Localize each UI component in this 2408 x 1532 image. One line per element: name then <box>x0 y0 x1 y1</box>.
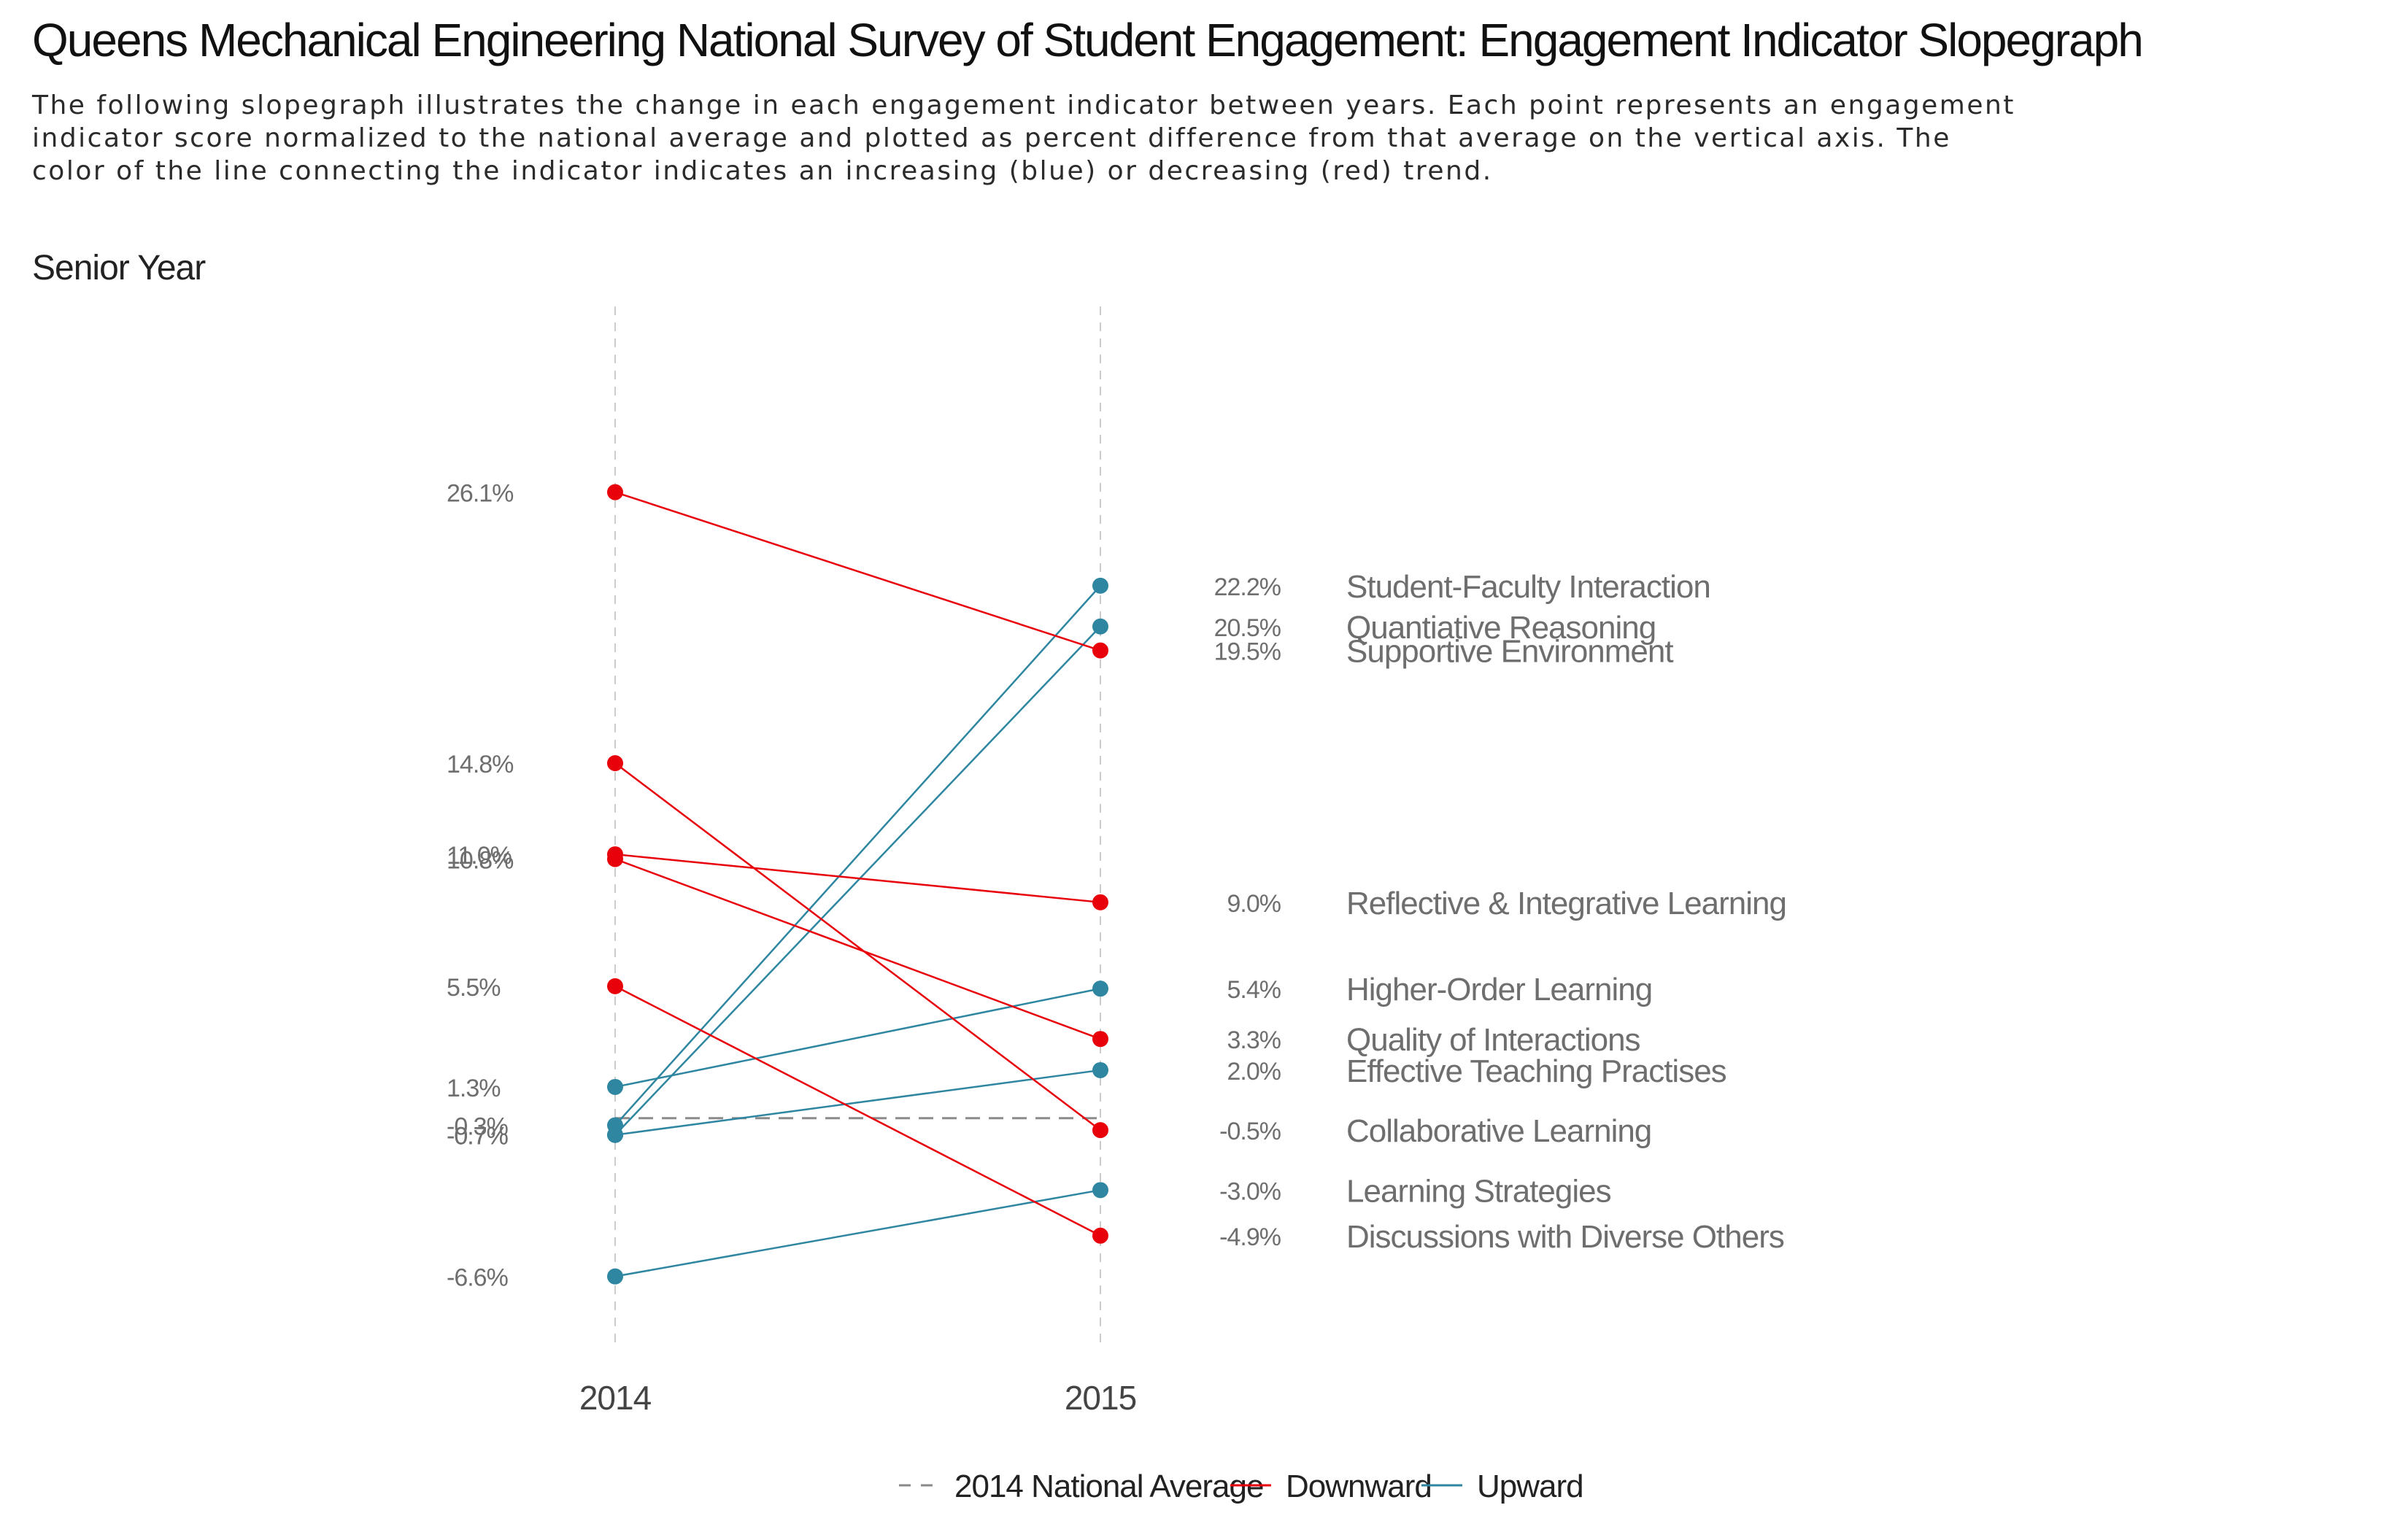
value-label-2015-discussions-with-diverse-others: -4.9% <box>1219 1223 1281 1251</box>
slope-line-reflective-and-integrative-learning <box>614 853 1101 904</box>
value-label-2015-quantiative-reasoning: 20.5% <box>1214 614 1281 642</box>
point-2014-quality-of-interactions <box>607 851 623 867</box>
value-label-2014-supportive-environment: 26.1% <box>447 480 514 508</box>
point-2015-supportive-environment <box>1092 642 1108 659</box>
value-label-2014-effective-teaching-practises: -0.7% <box>447 1123 509 1150</box>
point-2015-quantiative-reasoning <box>1092 618 1108 635</box>
series-label-effective-teaching-practises: Effective Teaching Practises <box>1346 1053 1726 1089</box>
slope-line-discussions-with-diverse-others <box>614 985 1101 1237</box>
legend-label-2014-national-average: 2014 National Average <box>954 1469 1263 1504</box>
point-2015-collaborative-learning <box>1092 1122 1108 1139</box>
value-label-2015-learning-strategies: -3.0% <box>1219 1177 1281 1205</box>
value-label-2014-reflective-and-integrative-learning: 11.0% <box>447 842 512 870</box>
value-label-2014-student-faculty-interaction: -0.3% <box>447 1113 509 1141</box>
point-2015-student-faculty-interaction <box>1092 577 1108 594</box>
series-label-student-faculty-interaction: Student-Faculty Interaction <box>1346 569 1710 605</box>
value-label-2015-supportive-environment: 19.5% <box>1214 638 1281 666</box>
value-label-2014-collaborative-learning: 14.8% <box>447 751 514 778</box>
slope-line-quantiative-reasoning <box>614 625 1101 1136</box>
value-label-2015-reflective-and-integrative-learning: 9.0% <box>1227 890 1281 918</box>
value-label-2014-higher-order-learning: 1.3% <box>447 1075 501 1102</box>
point-2015-learning-strategies <box>1092 1182 1108 1199</box>
x-tick-label-2014: 2014 <box>579 1379 652 1417</box>
slope-line-student-faculty-interaction <box>614 585 1101 1126</box>
value-label-2015-quality-of-interactions: 3.3% <box>1227 1026 1281 1054</box>
point-2014-discussions-with-diverse-others <box>607 978 623 994</box>
value-labels-layer: -0.3% 22.2% Student-Faculty Interaction -0.… <box>447 480 1787 1292</box>
panel-title: Senior Year <box>32 249 206 287</box>
value-label-2014-quality-of-interactions: 10.8% <box>447 847 514 875</box>
slope-line-supportive-environment <box>614 491 1101 651</box>
point-2015-higher-order-learning <box>1092 980 1108 997</box>
series-label-collaborative-learning: Collaborative Learning <box>1346 1113 1651 1149</box>
value-label-2014-discussions-with-diverse-others: 5.5% <box>447 974 501 1002</box>
slope-line-effective-teaching-practises <box>614 1069 1101 1136</box>
series-label-reflective-and-integrative-learning: Reflective & Integrative Learning <box>1346 886 1786 921</box>
x-tick-label-2015: 2015 <box>1065 1379 1136 1417</box>
value-label-2015-effective-teaching-practises: 2.0% <box>1227 1058 1281 1086</box>
series-label-discussions-with-diverse-others: Discussions with Diverse Others <box>1346 1219 1784 1255</box>
point-2014-effective-teaching-practises <box>607 1126 623 1143</box>
series-label-quality-of-interactions: Quality of Interactions <box>1346 1022 1640 1058</box>
page-subtitle: The following slopegraph illustrates the… <box>32 90 2015 186</box>
point-2014-learning-strategies <box>607 1268 623 1285</box>
axes-layer: 2014 2015 <box>579 306 1137 1417</box>
slope-line-quality-of-interactions <box>614 858 1101 1040</box>
legend: 2014 National Average Downward Upward <box>899 1469 1584 1504</box>
slope-line-learning-strategies <box>614 1189 1101 1277</box>
slope-line-higher-order-learning <box>614 987 1101 1088</box>
point-2015-discussions-with-diverse-others <box>1092 1227 1108 1244</box>
slope-lines-layer <box>614 491 1101 1277</box>
value-label-2014-learning-strategies: -6.6% <box>447 1264 509 1292</box>
legend-label-downward: Downward <box>1286 1469 1432 1504</box>
point-2014-supportive-environment <box>607 484 623 500</box>
series-label-higher-order-learning: Higher-Order Learning <box>1346 972 1652 1007</box>
series-label-supportive-environment: Supportive Environment <box>1346 634 1673 670</box>
slope-line-collaborative-learning <box>614 762 1101 1131</box>
point-2015-reflective-and-integrative-learning <box>1092 894 1108 910</box>
series-label-learning-strategies: Learning Strategies <box>1346 1173 1611 1209</box>
points-layer <box>607 484 1108 1285</box>
point-2014-collaborative-learning <box>607 755 623 772</box>
point-2015-quality-of-interactions <box>1092 1031 1108 1048</box>
value-label-2015-student-faculty-interaction: 22.2% <box>1214 573 1281 601</box>
page-title: Queens Mechanical Engineering National S… <box>32 14 2144 66</box>
value-label-2015-collaborative-learning: -0.5% <box>1219 1118 1281 1145</box>
point-2015-effective-teaching-practises <box>1092 1061 1108 1078</box>
point-2014-higher-order-learning <box>607 1078 623 1095</box>
legend-label-upward: Upward <box>1477 1469 1583 1504</box>
value-label-2015-higher-order-learning: 5.4% <box>1227 976 1281 1004</box>
value-label-2014-quantiative-reasoning: -0.7% <box>447 1123 509 1150</box>
series-label-quantiative-reasoning: Quantiative Reasoning <box>1346 610 1656 646</box>
